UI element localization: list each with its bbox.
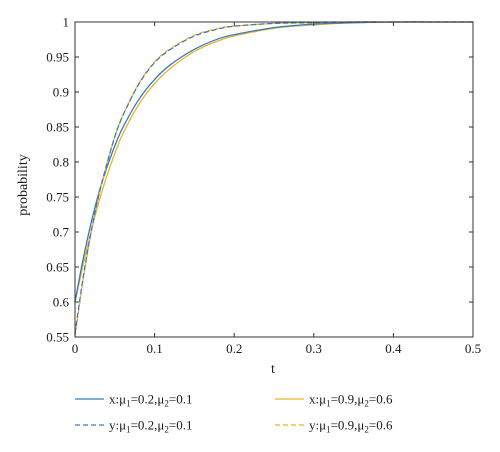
y-tick-label: 0.65 <box>46 260 69 275</box>
y-tick-label: 1 <box>63 15 70 30</box>
series-line-1 <box>74 21 473 303</box>
y-tick-label: 0.85 <box>46 120 69 135</box>
legend-label-1: x:μ1=0.2,μ2=0.1 <box>109 392 193 409</box>
x-axis-label: t <box>271 362 275 377</box>
x-tick-label: 0.5 <box>465 341 481 356</box>
y-tick-label: 0.75 <box>46 190 69 205</box>
x-tick-label: 0.4 <box>385 341 402 356</box>
series-line-3 <box>74 21 473 303</box>
y-tick-label: 0.95 <box>46 50 69 65</box>
x-tick-label: 0 <box>72 341 79 356</box>
y-axis-label: probability <box>16 154 31 215</box>
x-tick-label: 0.2 <box>226 341 242 356</box>
y-tick-label: 0.6 <box>53 295 70 310</box>
series-line-2 <box>74 21 473 334</box>
legend-label-3: x:μ1=0.9,μ2=0.6 <box>309 392 393 409</box>
axes: 0 0.1 0.2 0.3 0.4 0.5 0.55 0.6 0.65 0.7 0.75 0.8 0.8… <box>46 15 481 357</box>
y-tick-label: 0.55 <box>46 330 69 345</box>
legend-label-4: y:μ1=0.9,μ2=0.6 <box>309 418 393 435</box>
y-tick-label: 0.9 <box>53 85 69 100</box>
plot-area <box>74 21 473 338</box>
y-tick-label: 0.8 <box>53 155 69 170</box>
legend-label-2: y:μ1=0.2,μ2=0.1 <box>109 418 193 435</box>
y-tick-label: 0.7 <box>53 225 70 240</box>
legend: x:μ1=0.2,μ2=0.1 y:μ1=0.2,μ2=0.1 x:μ1=0.9,μ… <box>75 392 393 435</box>
x-tick-label: 0.3 <box>306 341 322 356</box>
plot-frame <box>74 21 474 338</box>
x-tick-label: 0.1 <box>146 341 162 356</box>
series-line-4 <box>74 21 473 338</box>
